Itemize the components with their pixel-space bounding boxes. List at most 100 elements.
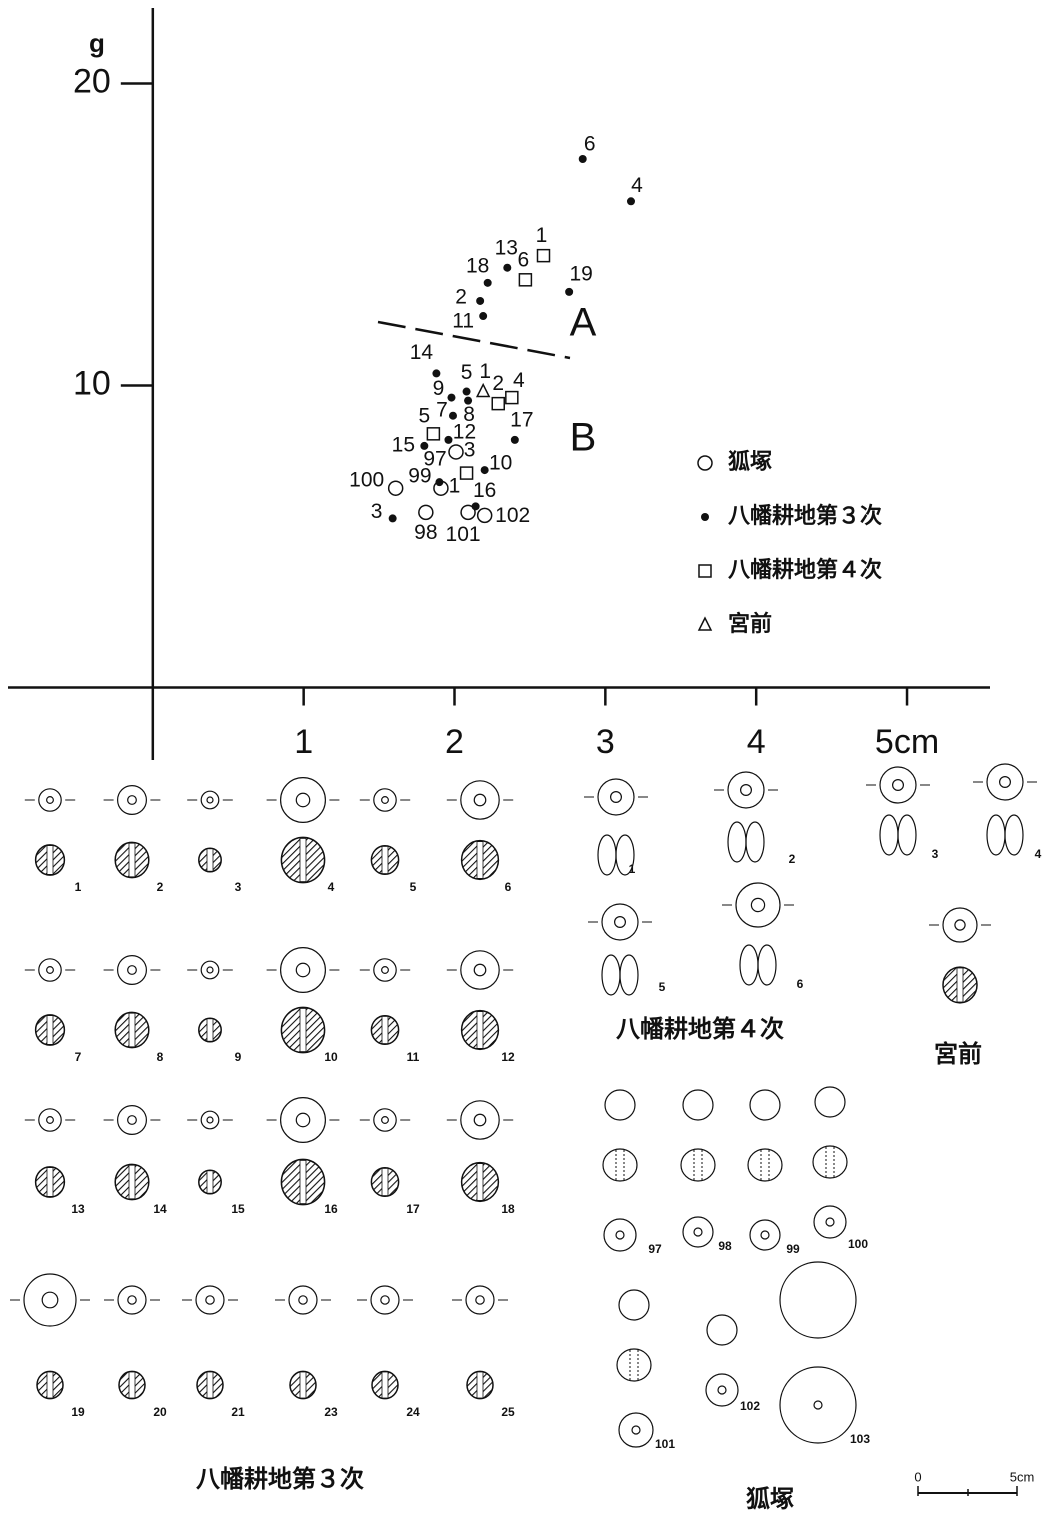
bead-hole <box>813 1400 823 1410</box>
bead-hole <box>298 1295 308 1305</box>
point <box>435 478 444 487</box>
bead-side <box>879 814 899 856</box>
bead-outline <box>597 778 635 816</box>
figure-number: 2 <box>789 852 796 866</box>
point <box>565 287 574 296</box>
section-title: 狐塚 <box>746 1485 794 1513</box>
bead-hole <box>127 1295 137 1305</box>
bead-outline <box>460 1100 500 1140</box>
legend-label: 狐塚 <box>728 449 772 475</box>
bead-outline <box>38 788 62 812</box>
x-tick-label: 5cm <box>875 723 939 761</box>
figure-number: 3 <box>932 847 939 861</box>
annotation: A <box>570 301 597 345</box>
bead-outline <box>779 1366 857 1444</box>
bead-hole <box>631 1425 641 1435</box>
bead-hole <box>891 778 904 791</box>
bead-outline <box>682 1216 714 1248</box>
bead-bore <box>381 1371 389 1399</box>
bead-side <box>597 834 617 876</box>
bead-hole <box>473 1113 487 1127</box>
section-title: 宮前 <box>934 1040 982 1068</box>
bead-bore <box>46 1371 54 1399</box>
figure-number: 18 <box>501 1202 515 1216</box>
group-divider <box>377 320 571 360</box>
bead-bore <box>206 1371 214 1399</box>
figure-number: 20 <box>153 1405 167 1419</box>
point <box>476 296 485 305</box>
bead-bore <box>381 1016 389 1045</box>
point <box>471 502 480 511</box>
point-label: 8 <box>463 403 475 426</box>
bead-hole <box>41 1291 59 1309</box>
figure-number: 3 <box>235 880 242 894</box>
bead-outline <box>373 788 397 812</box>
bead-outline <box>200 790 220 810</box>
bead-outline <box>735 882 781 928</box>
point-label: 102 <box>495 504 530 527</box>
bead-hole <box>693 1227 703 1237</box>
bead-outline <box>460 780 500 820</box>
point <box>418 504 434 521</box>
point-label: 97 <box>423 447 446 470</box>
bead-side <box>745 821 765 863</box>
bead-side <box>986 814 1006 856</box>
figure-number: 12 <box>501 1050 515 1064</box>
point-label: 17 <box>510 408 533 431</box>
point-label: 3 <box>371 500 383 523</box>
point <box>510 435 519 444</box>
bead-side <box>812 1145 848 1179</box>
bead-hole <box>750 897 766 913</box>
figure-number: 1 <box>75 880 82 894</box>
section-title: 八幡耕地第３次 <box>196 1465 364 1493</box>
bead-bore <box>128 1164 136 1200</box>
bead-hole <box>473 793 487 807</box>
x-tick-label: 2 <box>445 723 464 761</box>
bead-outline <box>116 954 147 985</box>
bead-bore <box>206 1018 214 1042</box>
point <box>444 435 453 444</box>
bead-outline <box>601 903 639 941</box>
point-label: 6 <box>518 248 530 271</box>
point <box>626 197 635 206</box>
point-label: 5 <box>419 404 431 427</box>
bead-bore <box>128 842 136 878</box>
bead-outline <box>38 958 62 982</box>
figure-number: 8 <box>157 1050 164 1064</box>
point <box>432 369 441 378</box>
bead-hole <box>825 1217 835 1227</box>
bead-side <box>601 954 621 996</box>
point <box>464 396 473 405</box>
legend-label: 八幡耕地第３次 <box>728 503 882 529</box>
bead-view <box>779 1261 857 1339</box>
bead-side <box>602 1148 638 1182</box>
section-title: 八幡耕地第４次 <box>616 1015 784 1043</box>
bead-outline <box>373 958 397 982</box>
figure-number: 19 <box>71 1405 85 1419</box>
x-tick-label: 3 <box>596 723 615 761</box>
bead-bore <box>476 1011 484 1049</box>
bead-hole <box>717 1385 727 1395</box>
bead-outline <box>200 960 220 980</box>
point <box>536 248 551 263</box>
point <box>701 513 709 521</box>
figure-number: 2 <box>157 880 164 894</box>
point-label: 100 <box>349 469 384 492</box>
figure-number: 101 <box>655 1437 675 1451</box>
bead-hole <box>295 792 311 808</box>
bead-hole <box>998 775 1011 788</box>
point-label: 2 <box>455 285 467 308</box>
point-label: 13 <box>495 236 518 259</box>
bead-hole <box>127 795 137 805</box>
bead-outline <box>749 1219 781 1251</box>
point <box>476 507 493 524</box>
bead-outline <box>813 1205 847 1239</box>
bead-outline <box>23 1273 77 1327</box>
bead-hole <box>380 1295 390 1305</box>
figure-number: 97 <box>648 1242 662 1256</box>
legend-label: 八幡耕地第４次 <box>728 557 882 583</box>
figure-number: 24 <box>406 1405 420 1419</box>
bead-hole <box>46 1116 54 1124</box>
point-label: 1 <box>479 360 491 383</box>
